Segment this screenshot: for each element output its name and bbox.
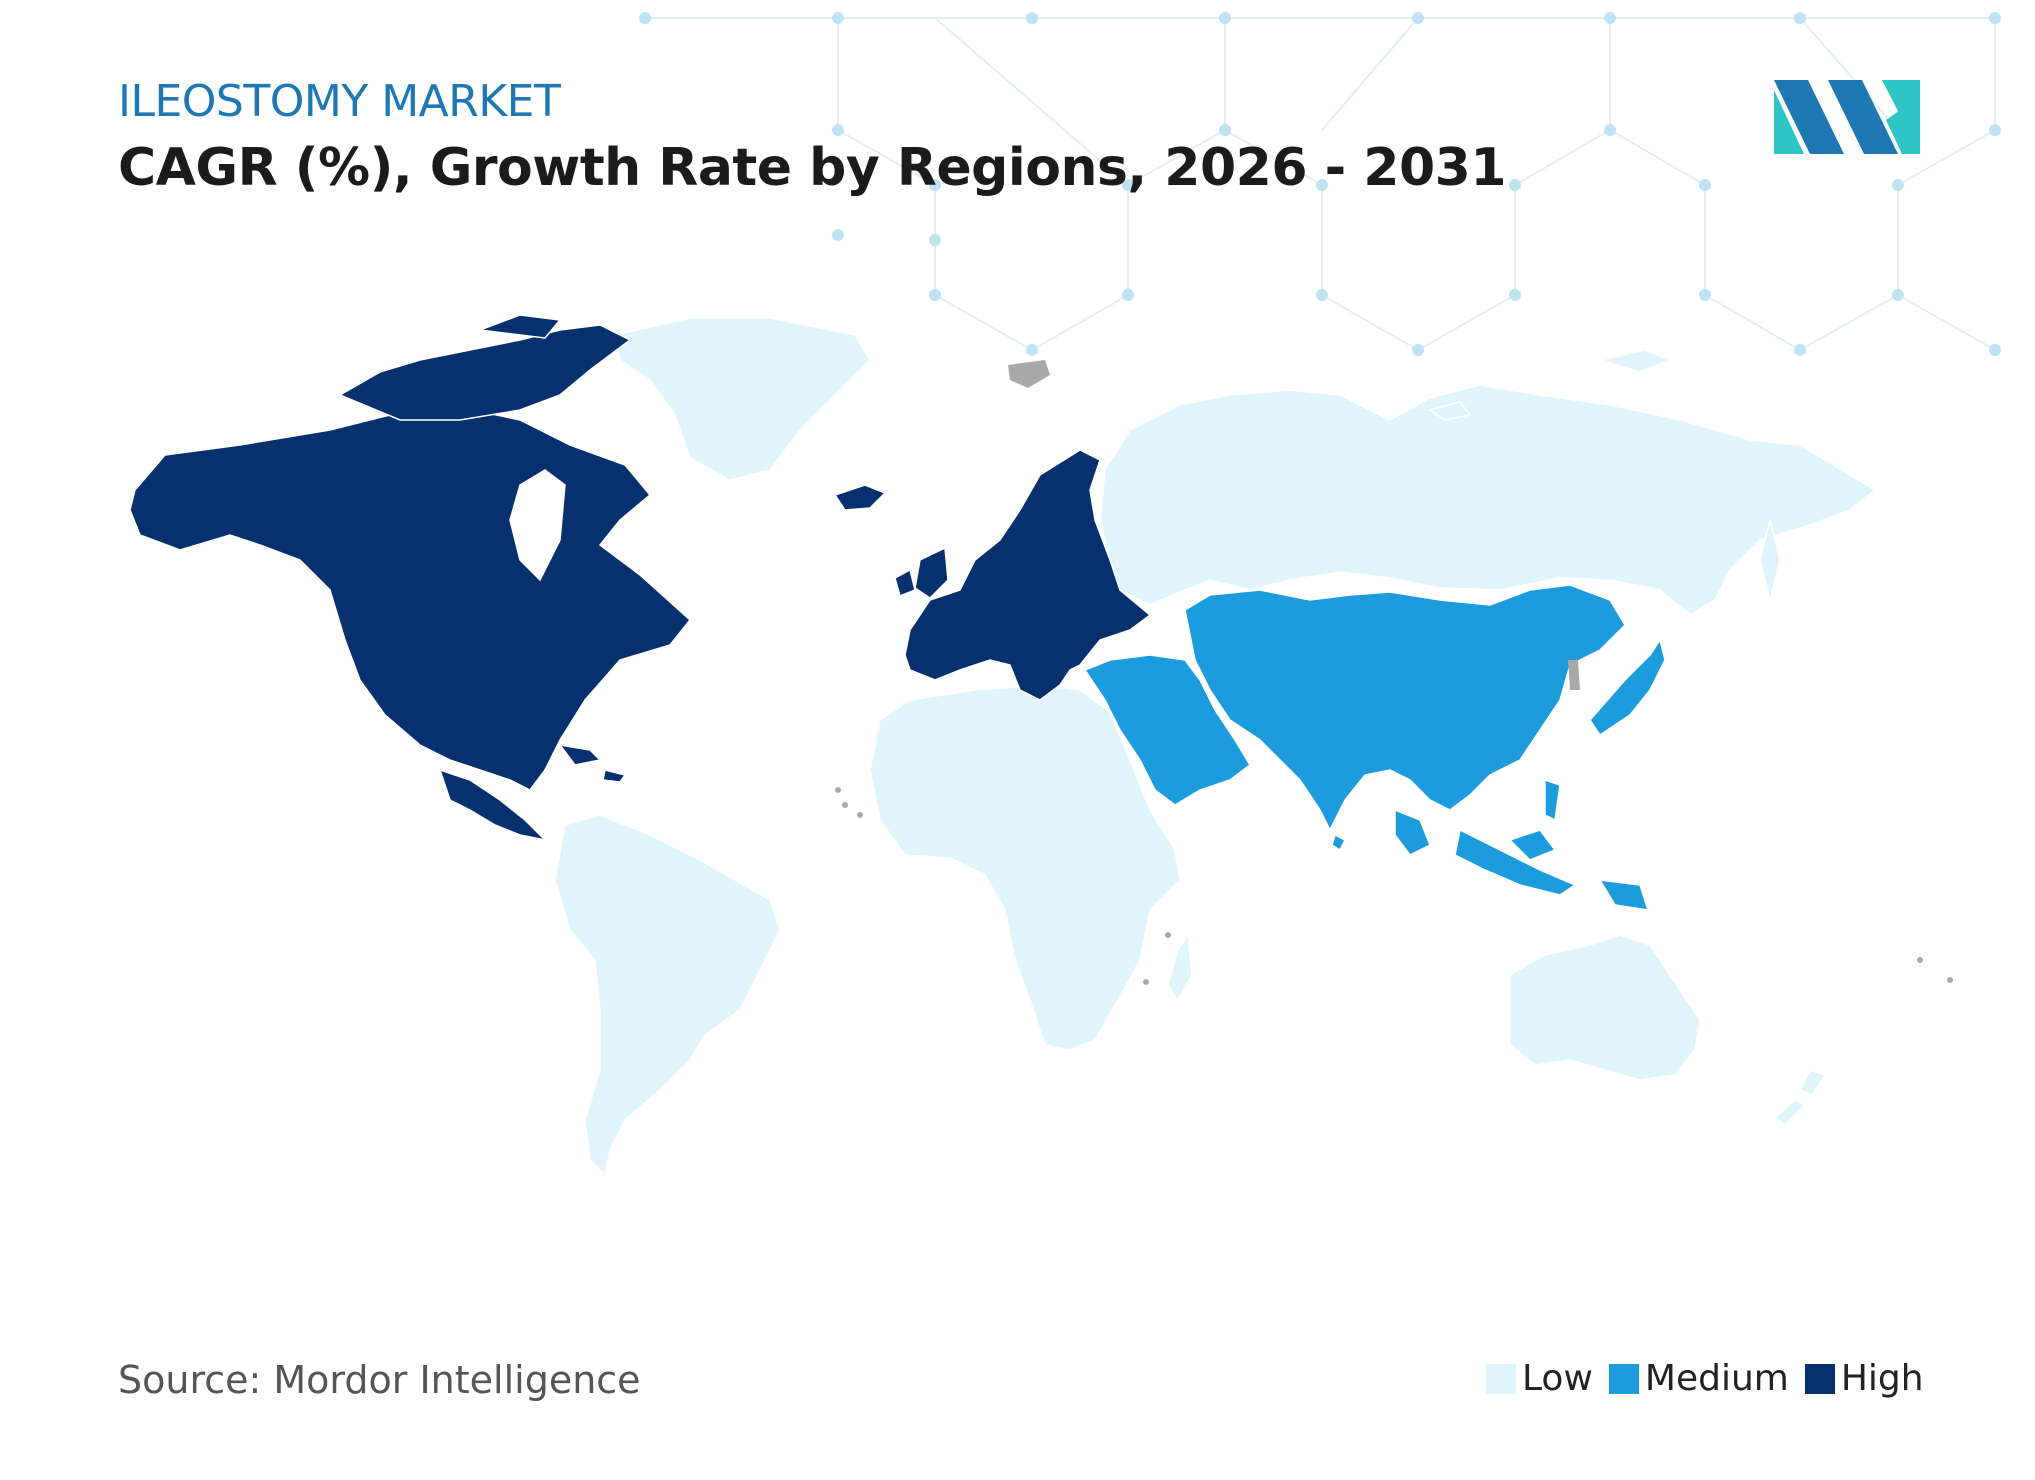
region-europe [833,449,1152,701]
region-greenland [614,317,871,481]
legend-label-medium: Medium [1644,1358,1789,1399]
legend-swatch-high [1804,1363,1835,1394]
logo-right-stem [1886,96,1920,154]
region-oceania [1509,934,1827,1126]
legend-item-low: Low [1486,1358,1593,1399]
legend-label-low: Low [1522,1358,1593,1399]
legend-swatch-low [1486,1363,1516,1394]
region-russia [1099,349,1877,616]
region-africa [869,684,1193,1051]
region-middle-east [1083,654,1251,806]
legend-item-medium: Medium [1608,1358,1789,1399]
source-credit: Source: Mordor Intelligence [118,1358,641,1402]
legend-item-high: High [1804,1358,1924,1399]
chart-title: CAGR (%), Growth Rate by Regions, 2026 -… [118,138,1507,198]
legend-swatch-medium [1608,1363,1639,1394]
region-north-america [129,314,692,842]
logo-middle-shape [1828,80,1898,154]
region-asia-pacific [1184,584,1666,911]
legend: Low Medium High [1486,1358,1924,1399]
market-kicker: ILEOSTOMY MARKET [118,76,561,127]
mordor-intelligence-logo-icon [1774,80,1920,154]
legend-label-high: High [1840,1358,1924,1399]
logo-left-shape [1774,80,1844,154]
logo-left-light [1774,90,1804,154]
region-south-america [554,814,781,1177]
region-no-data [835,360,1953,985]
